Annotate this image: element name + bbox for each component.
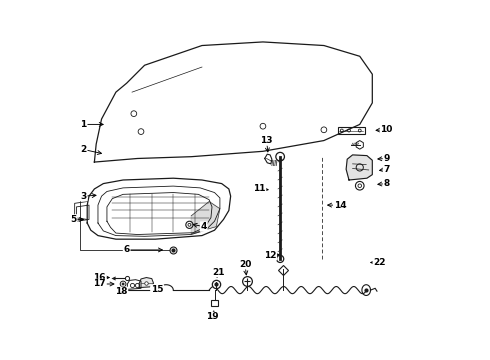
Text: 6: 6 bbox=[123, 246, 130, 255]
Text: 14: 14 bbox=[334, 201, 346, 210]
Text: 20: 20 bbox=[239, 260, 251, 269]
Text: 2: 2 bbox=[80, 145, 87, 154]
Text: 11: 11 bbox=[253, 184, 266, 193]
Text: 4: 4 bbox=[200, 222, 207, 231]
Polygon shape bbox=[191, 202, 220, 234]
Text: 15: 15 bbox=[151, 285, 163, 294]
Text: 17: 17 bbox=[94, 279, 106, 288]
Text: 3: 3 bbox=[80, 192, 87, 201]
Text: 13: 13 bbox=[260, 136, 273, 145]
Text: 10: 10 bbox=[380, 125, 393, 134]
Text: 16: 16 bbox=[94, 273, 106, 282]
Text: 1: 1 bbox=[80, 120, 87, 129]
Text: 8: 8 bbox=[384, 179, 390, 188]
Text: 9: 9 bbox=[384, 154, 390, 163]
Text: 18: 18 bbox=[115, 287, 127, 296]
Text: 12: 12 bbox=[264, 251, 276, 260]
Text: 21: 21 bbox=[212, 268, 224, 277]
FancyBboxPatch shape bbox=[338, 127, 365, 134]
Circle shape bbox=[122, 283, 124, 285]
Text: 5: 5 bbox=[71, 215, 77, 224]
Polygon shape bbox=[356, 140, 364, 149]
Text: 22: 22 bbox=[373, 258, 386, 267]
FancyBboxPatch shape bbox=[211, 300, 218, 306]
Polygon shape bbox=[139, 278, 153, 288]
Text: 7: 7 bbox=[384, 165, 390, 174]
Text: 19: 19 bbox=[206, 312, 219, 321]
Polygon shape bbox=[346, 155, 372, 180]
